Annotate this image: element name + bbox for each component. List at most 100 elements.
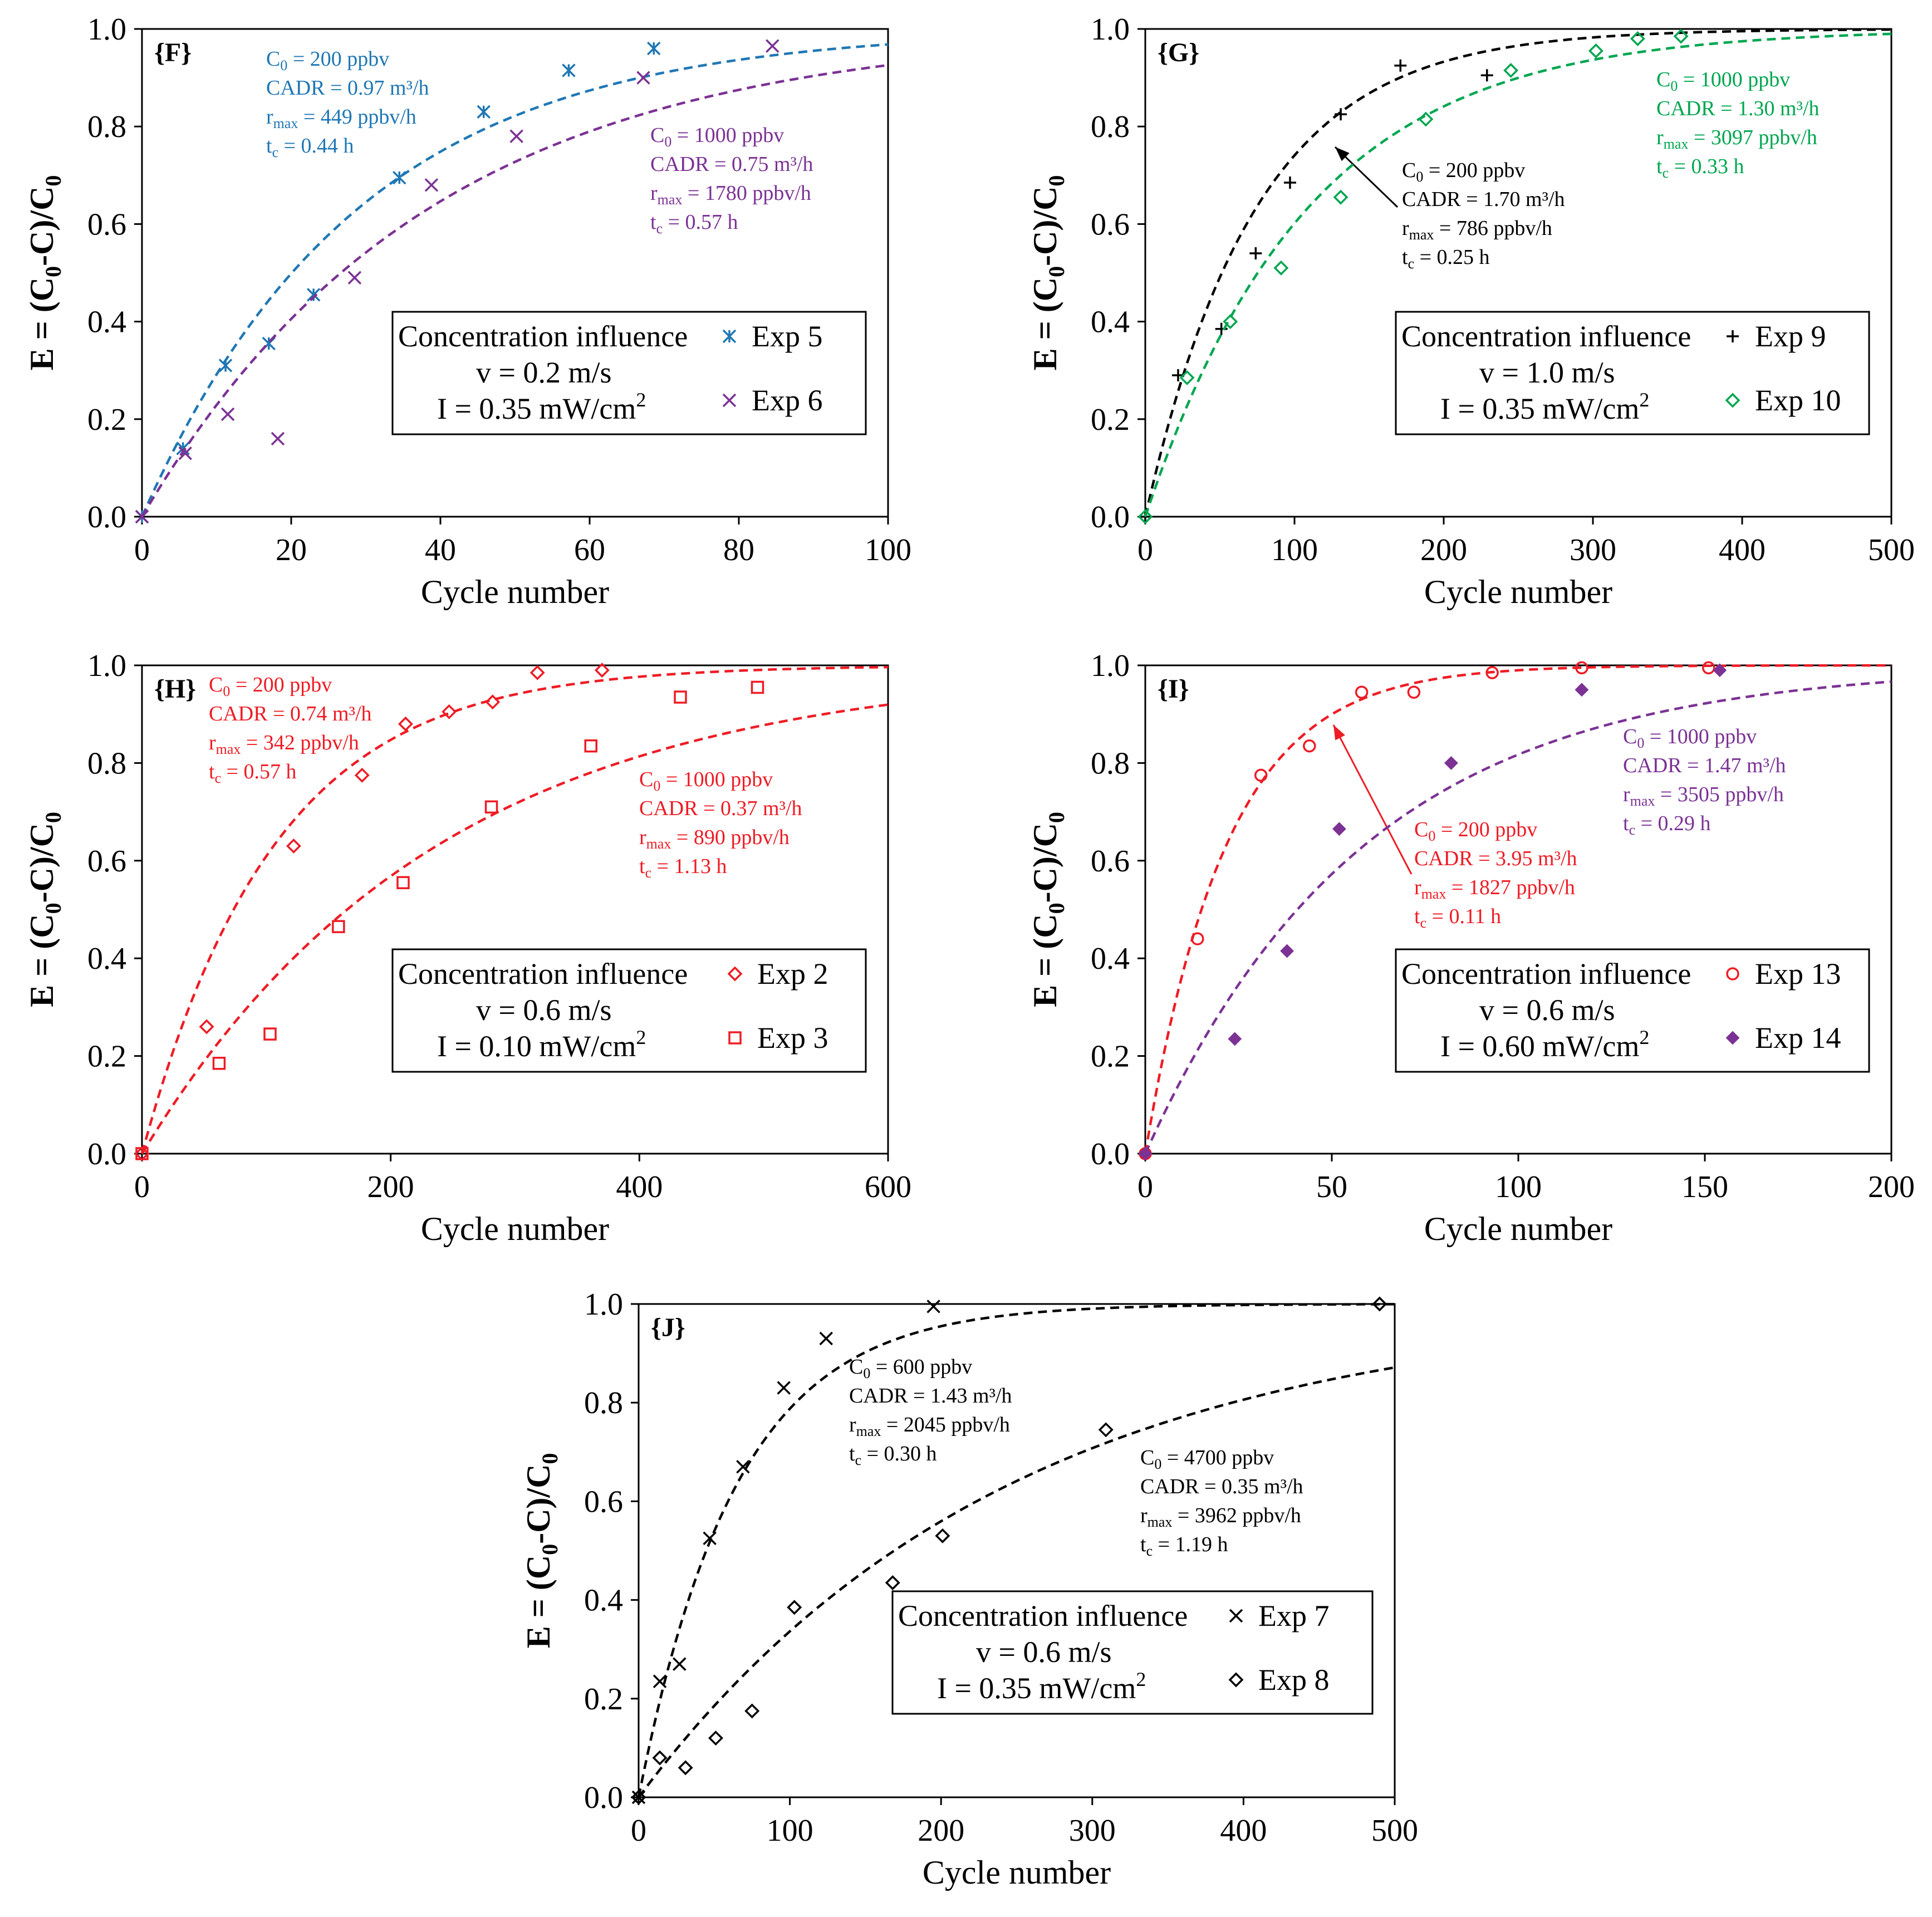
chart-panel-g: 0 100 200 300 400 500 0.0 0.2 0.4 0.6 0.8 1.0 Cycle … (1027, 12, 1915, 610)
annotation-rmax: rmax = 786 ppbv/h (1402, 217, 1552, 243)
data-point (1713, 663, 1727, 678)
data-point (1673, 28, 1689, 44)
series-exp-2 (134, 663, 889, 1161)
legend-intensity: I = 0.35 mW/cm2 (1440, 389, 1649, 425)
annotation-tc: tc = 0.11 h (1414, 905, 1501, 931)
fit-curve (638, 1366, 1395, 1798)
data-point (1333, 189, 1349, 205)
data-point (509, 129, 523, 143)
annotation-rmax: rmax = 2045 ppbv/h (849, 1413, 1010, 1439)
data-point (1701, 661, 1715, 675)
x-tick-label: 0 (1137, 1170, 1153, 1204)
data-point (736, 1460, 750, 1474)
data-point (708, 1730, 723, 1746)
data-point (1444, 756, 1458, 770)
data-point (787, 1600, 802, 1615)
panel-label: {J} (651, 1313, 685, 1342)
data-point (631, 1789, 646, 1805)
annotation-rmax: rmax = 890 ppbv/h (639, 826, 790, 852)
legend-title: Concentration influence (1401, 957, 1691, 991)
annotation-arrowhead (1333, 725, 1345, 741)
y-tick-label: 0.8 (584, 1386, 623, 1420)
annotation-rmax: rmax = 449 ppbv/h (266, 105, 416, 131)
annotation-rmax: rmax = 1780 ppbv/h (650, 182, 811, 208)
fit-annotation-1: C0 = 200 ppbv CADR = 3.95 m³/h rmax = 1827… (1414, 818, 1577, 931)
annotation-tc: tc = 0.29 h (1623, 812, 1711, 838)
x-axis-label: Cycle number (421, 573, 609, 610)
series-exp-8 (631, 1296, 1395, 1805)
data-point (354, 767, 370, 783)
data-point (398, 716, 413, 732)
data-point (218, 359, 233, 372)
legend-entry: Exp 10 (1755, 384, 1841, 417)
data-point (485, 694, 501, 710)
data-point (396, 876, 410, 890)
fit-curve (1144, 28, 1892, 517)
y-axis-label: E = (C0-C)/C0 (520, 1453, 562, 1649)
data-point (1355, 685, 1369, 699)
data-point (647, 41, 661, 56)
x-tick-label: 300 (1069, 1813, 1116, 1848)
y-tick-label: 1.0 (87, 649, 126, 683)
y-tick-label: 0.6 (87, 207, 126, 242)
x-tick-label: 100 (1495, 1170, 1542, 1204)
annotation-tc: tc = 0.30 h (849, 1442, 937, 1468)
legend-entry: Exp 14 (1755, 1021, 1841, 1055)
annotation-rmax: rmax = 3505 ppbv/h (1623, 783, 1784, 809)
annotation-c0: C0 = 200 ppbv (1414, 818, 1537, 844)
legend-title: Concentration influence (898, 1599, 1188, 1632)
y-tick-label: 1.0 (1091, 649, 1130, 683)
y-tick-label: 1.0 (584, 1287, 623, 1322)
fit-annotation-1: C0 = 600 ppbv CADR = 1.43 m³/h rmax = 2045… (849, 1355, 1012, 1468)
x-tick-label: 0 (1137, 533, 1153, 567)
legend-marker (1726, 967, 1739, 980)
y-axis-label: E = (C0-C)/C0 (23, 175, 66, 371)
x-tick-label: 50 (1316, 1170, 1347, 1204)
data-point (220, 407, 235, 421)
x-tick-label: 200 (1420, 533, 1467, 567)
annotation-c0: C0 = 1000 ppbv (1623, 725, 1757, 751)
data-point (1283, 176, 1296, 189)
x-tick-label: 80 (723, 533, 754, 567)
data-point (1254, 768, 1268, 782)
fit-annotation-2: C0 = 4700 ppbv CADR = 0.35 m³/h rmax = 396… (1140, 1446, 1303, 1559)
y-tick-label: 0.8 (1091, 746, 1130, 781)
data-point (751, 680, 764, 694)
data-point (271, 432, 285, 446)
data-point (135, 1147, 149, 1160)
data-point (935, 1528, 950, 1543)
x-axis-label: Cycle number (1424, 1210, 1612, 1247)
legend-entry: Exp 3 (757, 1021, 828, 1055)
annotation-rmax: rmax = 3962 ppbv/h (1140, 1504, 1301, 1530)
x-tick-label: 0 (631, 1813, 646, 1848)
legend-box (891, 1590, 1374, 1715)
legend-intensity: I = 0.35 mW/cm2 (937, 1668, 1146, 1705)
data-point (484, 800, 498, 814)
annotation-rmax: rmax = 342 ppbv/h (209, 731, 359, 757)
x-tick-label: 300 (1570, 533, 1616, 567)
data-point (263, 1027, 277, 1041)
x-tick-label: 150 (1681, 1170, 1728, 1204)
annotation-arrowhead (1335, 147, 1350, 161)
series-exp-7 (631, 1300, 1395, 1805)
data-point (1280, 944, 1294, 958)
x-tick-label: 0 (134, 1170, 150, 1204)
x-axis-label: Cycle number (923, 1854, 1111, 1891)
data-point (424, 178, 439, 192)
plot-frame (638, 1303, 1396, 1798)
x-tick-label: 200 (918, 1813, 964, 1848)
annotation-c0: C0 = 1000 ppbv (639, 768, 773, 794)
annotation-tc: tc = 1.19 h (1140, 1533, 1228, 1559)
annotation-c0: C0 = 200 ppbv (209, 673, 332, 699)
data-point (135, 509, 149, 524)
legend-velocity: v = 1.0 m/s (1479, 356, 1615, 389)
annotation-cadr: CADR = 0.97 m³/h (266, 76, 429, 100)
data-point (1418, 111, 1434, 127)
annotation-cadr: CADR = 1.70 m³/h (1402, 188, 1565, 211)
annotation-tc: tc = 0.57 h (650, 210, 738, 237)
annotation-tc: tc = 0.44 h (266, 134, 354, 160)
annotation-c0: C0 = 1000 ppbv (650, 124, 784, 150)
legend-box (391, 948, 867, 1073)
data-point (1630, 31, 1645, 46)
